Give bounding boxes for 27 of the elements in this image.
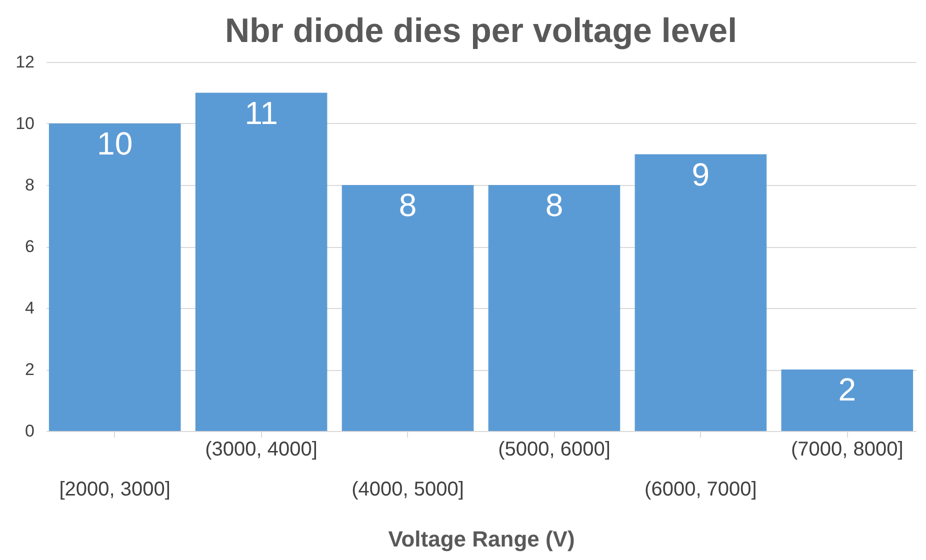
x-tick-label: (6000, 7000] xyxy=(644,478,757,500)
x-tick-label: [2000, 3000] xyxy=(59,478,170,500)
y-tick-label: 4 xyxy=(25,298,34,318)
bar xyxy=(781,370,914,431)
y-tick-label: 10 xyxy=(16,114,34,133)
x-tick-label: (5000, 6000] xyxy=(498,438,610,460)
data-label: 8 xyxy=(398,187,417,223)
bar xyxy=(48,124,181,431)
y-tick-label: 0 xyxy=(25,422,34,440)
chart-title: Nbr diode dies per voltage level xyxy=(224,12,738,50)
y-tick-label: 8 xyxy=(25,176,34,194)
data-label: 9 xyxy=(692,156,710,192)
x-axis-title: Voltage Range (V) xyxy=(388,526,575,552)
y-tick-label: 12 xyxy=(16,52,34,72)
x-tick-label: (7000, 8000] xyxy=(791,438,904,460)
data-label: 11 xyxy=(244,94,278,131)
bar xyxy=(634,154,767,431)
y-tick-label: 6 xyxy=(25,237,34,256)
bar xyxy=(342,185,474,431)
bar xyxy=(488,185,620,431)
data-label: 8 xyxy=(545,187,564,223)
data-label: 10 xyxy=(97,126,133,162)
x-tick-label: (3000, 4000] xyxy=(205,438,318,460)
bar xyxy=(195,92,328,431)
data-label: 2 xyxy=(838,372,856,408)
y-tick-label: 2 xyxy=(25,360,34,379)
x-tick-label: (4000, 5000] xyxy=(352,478,464,500)
